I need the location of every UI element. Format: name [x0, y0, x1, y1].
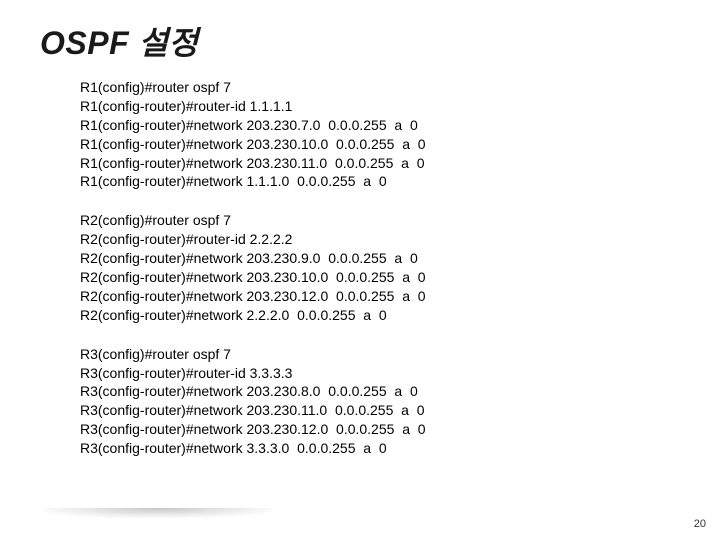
decorative-shadow — [40, 508, 274, 518]
config-line: R3(config-router)#router-id 3.3.3.3 — [80, 364, 680, 383]
config-line: R2(config-router)#network 2.2.2.0 0.0.0.… — [80, 306, 680, 325]
config-line: R1(config-router)#network 203.230.7.0 0.… — [80, 116, 680, 135]
config-block-r3: R3(config)#router ospf 7 R3(config-route… — [80, 345, 680, 458]
slide: OSPF 설정 R1(config)#router ospf 7 R1(conf… — [0, 0, 720, 540]
config-line: R1(config)#router ospf 7 — [80, 78, 680, 97]
page-number: 20 — [694, 518, 706, 530]
config-line: R1(config-router)#router-id 1.1.1.1 — [80, 97, 680, 116]
config-line: R2(config-router)#router-id 2.2.2.2 — [80, 230, 680, 249]
config-line: R2(config-router)#network 203.230.10.0 0… — [80, 268, 680, 287]
config-line: R3(config-router)#network 203.230.8.0 0.… — [80, 382, 680, 401]
config-line: R1(config-router)#network 1.1.1.0 0.0.0.… — [80, 172, 680, 191]
config-line: R1(config-router)#network 203.230.11.0 0… — [80, 154, 680, 173]
config-line: R3(config-router)#network 3.3.3.0 0.0.0.… — [80, 439, 680, 458]
slide-title: OSPF 설정 — [40, 18, 680, 64]
config-line: R2(config-router)#network 203.230.9.0 0.… — [80, 249, 680, 268]
config-line: R3(config-router)#network 203.230.11.0 0… — [80, 401, 680, 420]
config-line: R3(config-router)#network 203.230.12.0 0… — [80, 420, 680, 439]
config-line: R1(config-router)#network 203.230.10.0 0… — [80, 135, 680, 154]
config-block-r1: R1(config)#router ospf 7 R1(config-route… — [80, 78, 680, 191]
config-line: R2(config-router)#network 203.230.12.0 0… — [80, 287, 680, 306]
config-line: R3(config)#router ospf 7 — [80, 345, 680, 364]
config-line: R2(config)#router ospf 7 — [80, 211, 680, 230]
config-block-r2: R2(config)#router ospf 7 R2(config-route… — [80, 211, 680, 324]
